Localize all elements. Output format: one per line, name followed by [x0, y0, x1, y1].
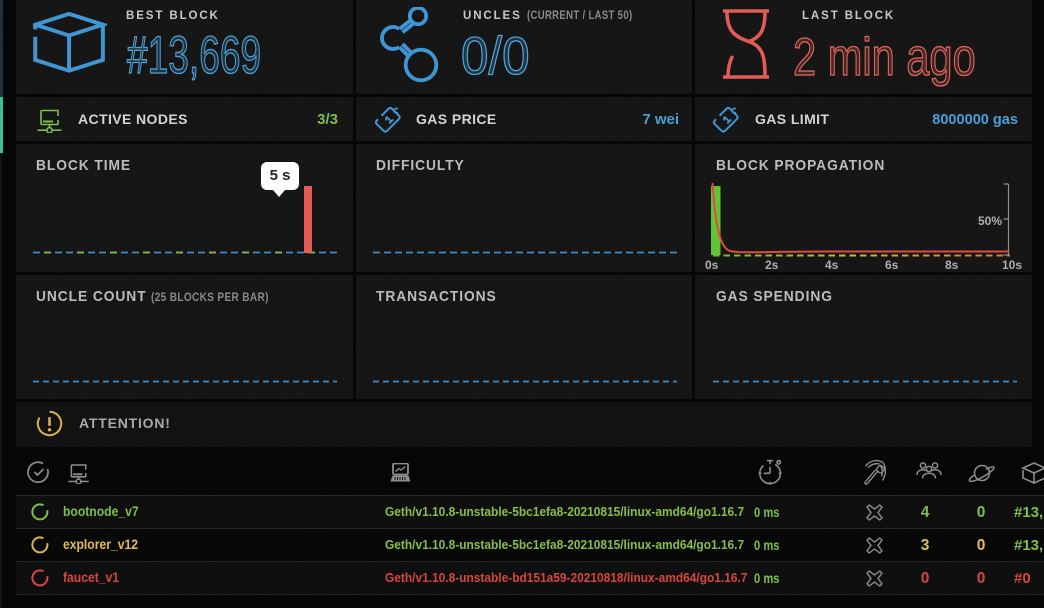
svg-text:8s: 8s [945, 258, 959, 272]
svg-text:6s: 6s [885, 258, 899, 272]
svg-text:4s: 4s [825, 258, 839, 272]
svg-text:0s: 0s [705, 258, 719, 272]
svg-text:50%: 50% [978, 214, 1002, 228]
svg-text:10s: 10s [1002, 258, 1022, 272]
svg-text:2s: 2s [765, 258, 779, 272]
